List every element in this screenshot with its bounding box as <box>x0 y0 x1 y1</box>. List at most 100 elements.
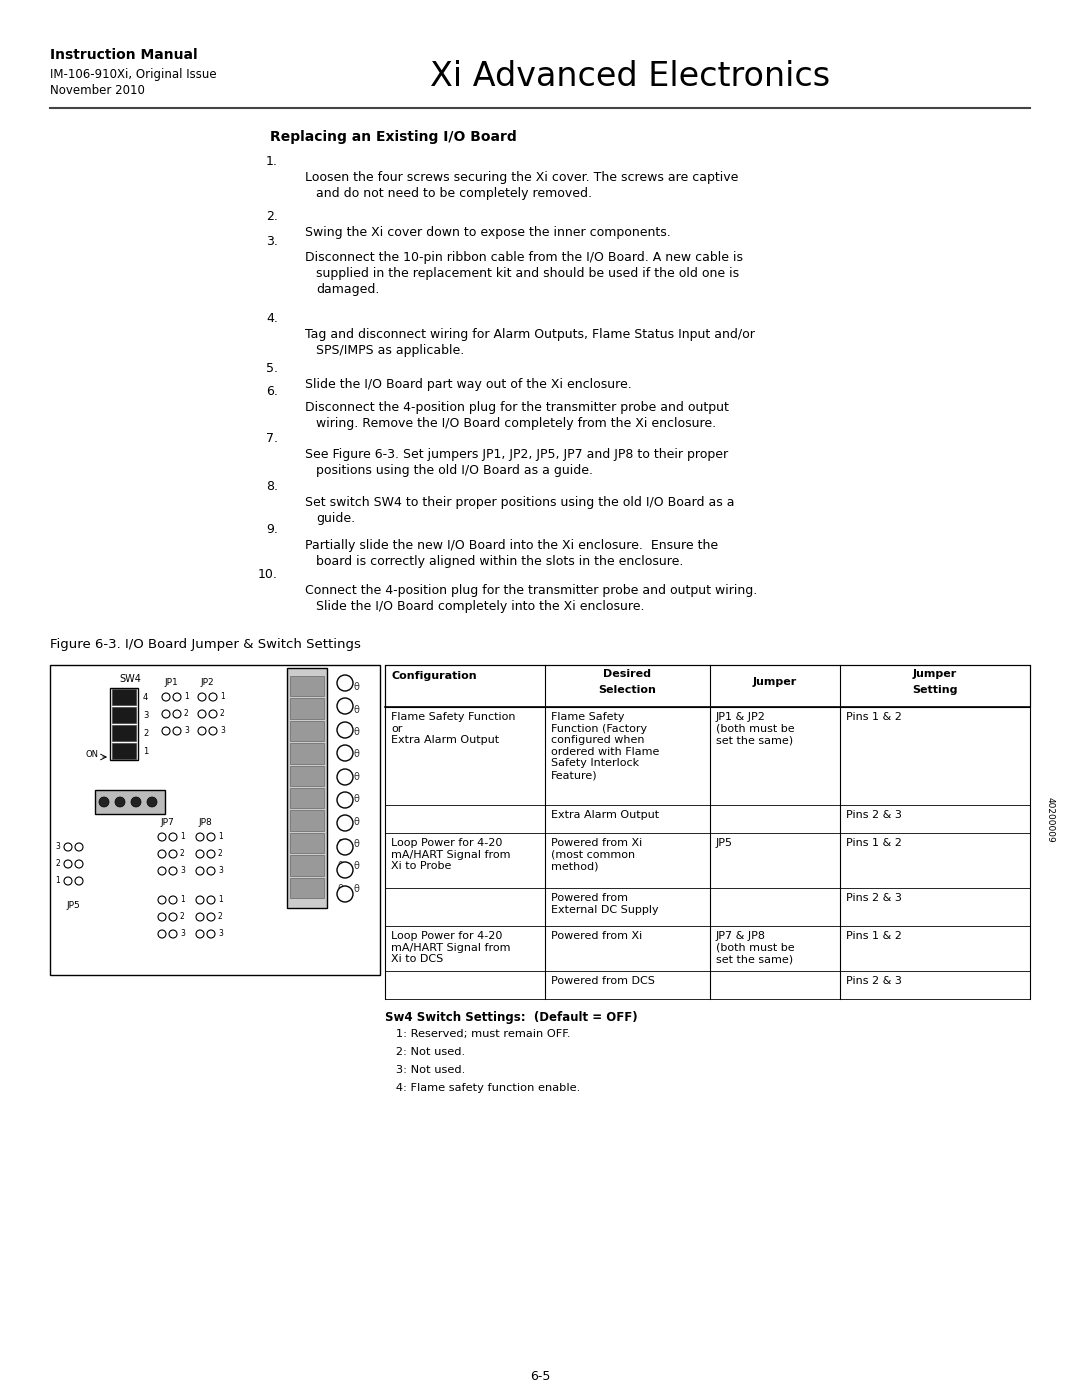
Text: 1: 1 <box>184 692 189 701</box>
Text: Desired: Desired <box>603 669 651 679</box>
Circle shape <box>158 868 166 875</box>
Circle shape <box>195 868 204 875</box>
Circle shape <box>207 930 215 937</box>
Text: Slide the I/O Board part way out of the Xi enclosure.: Slide the I/O Board part way out of the … <box>305 379 632 391</box>
Text: supplied in the replacement kit and should be used if the old one is: supplied in the replacement kit and shou… <box>316 267 739 279</box>
Bar <box>291 721 324 742</box>
Text: 1: 1 <box>180 833 185 841</box>
Bar <box>291 676 324 696</box>
Circle shape <box>131 798 141 807</box>
Text: Selection: Selection <box>598 685 656 694</box>
Circle shape <box>75 861 83 868</box>
Text: Disconnect the 4-position plug for the transmitter probe and output: Disconnect the 4-position plug for the t… <box>305 401 729 414</box>
Circle shape <box>337 792 353 807</box>
Text: Figure 6-3. I/O Board Jumper & Switch Settings: Figure 6-3. I/O Board Jumper & Switch Se… <box>50 638 361 651</box>
Bar <box>291 833 324 854</box>
Bar <box>112 689 136 705</box>
Text: Extra Alarm Output: Extra Alarm Output <box>551 810 659 820</box>
Circle shape <box>162 693 170 701</box>
Text: 2: 2 <box>218 912 222 921</box>
Text: 40200009: 40200009 <box>1045 798 1054 842</box>
Circle shape <box>337 862 353 877</box>
Text: θ: θ <box>353 862 359 872</box>
Text: JP5: JP5 <box>66 901 80 909</box>
Text: θ: θ <box>337 884 342 894</box>
Circle shape <box>198 726 206 735</box>
Circle shape <box>195 930 204 937</box>
Text: Partially slide the new I/O Board into the Xi enclosure.  Ensure the: Partially slide the new I/O Board into t… <box>305 539 718 552</box>
Text: Connect the 4-position plug for the transmitter probe and output wiring.: Connect the 4-position plug for the tran… <box>305 584 757 597</box>
Text: 1: 1 <box>143 747 148 756</box>
Text: θ: θ <box>353 817 359 827</box>
Text: Sw4 Switch Settings:  (Default = OFF): Sw4 Switch Settings: (Default = OFF) <box>384 1011 637 1024</box>
Text: 3: Not used.: 3: Not used. <box>384 1065 465 1076</box>
Bar <box>112 743 136 759</box>
Text: Pins 2 & 3: Pins 2 & 3 <box>846 977 902 986</box>
Circle shape <box>158 895 166 904</box>
Text: 1: 1 <box>180 895 185 904</box>
Circle shape <box>337 814 353 831</box>
Circle shape <box>64 877 72 886</box>
Circle shape <box>337 840 353 855</box>
Text: 2.: 2. <box>266 210 278 224</box>
Circle shape <box>337 745 353 761</box>
Circle shape <box>337 886 353 902</box>
Text: 2: 2 <box>143 729 148 738</box>
Text: Configuration: Configuration <box>391 671 476 680</box>
Text: θ: θ <box>337 726 342 738</box>
Text: θ: θ <box>353 749 359 760</box>
Text: 3: 3 <box>218 866 222 875</box>
Bar <box>110 687 138 760</box>
Text: Xi Advanced Electronics: Xi Advanced Electronics <box>430 60 831 94</box>
Text: 2: 2 <box>180 849 185 858</box>
Bar <box>384 665 1030 707</box>
Bar <box>287 668 327 908</box>
Text: θ: θ <box>337 771 342 782</box>
Text: 5.: 5. <box>266 362 278 374</box>
Text: Setting: Setting <box>913 685 958 694</box>
Circle shape <box>168 849 177 858</box>
Circle shape <box>64 842 72 851</box>
Circle shape <box>195 833 204 841</box>
Text: θ: θ <box>353 726 359 738</box>
Bar <box>291 766 324 787</box>
Text: 7.: 7. <box>266 432 278 446</box>
Text: Jumper: Jumper <box>753 678 797 687</box>
Circle shape <box>207 868 215 875</box>
Text: θ: θ <box>353 682 359 692</box>
Circle shape <box>198 693 206 701</box>
Text: JP8: JP8 <box>198 819 212 827</box>
Text: θ: θ <box>337 840 342 849</box>
Text: Powered from
External DC Supply: Powered from External DC Supply <box>551 893 659 915</box>
Text: 4.: 4. <box>266 312 278 326</box>
Text: JP7: JP7 <box>160 819 174 827</box>
Circle shape <box>210 726 217 735</box>
Text: See Figure 6-3. Set jumpers JP1, JP2, JP5, JP7 and JP8 to their proper: See Figure 6-3. Set jumpers JP1, JP2, JP… <box>305 448 728 461</box>
Text: 3: 3 <box>218 929 222 937</box>
Text: θ: θ <box>353 795 359 805</box>
Text: Disconnect the 10-pin ribbon cable from the I/O Board. A new cable is: Disconnect the 10-pin ribbon cable from … <box>305 251 743 264</box>
Text: Replacing an Existing I/O Board: Replacing an Existing I/O Board <box>270 130 516 144</box>
Bar <box>95 789 165 814</box>
Text: 3: 3 <box>143 711 148 719</box>
Text: board is correctly aligned within the slots in the enclosure.: board is correctly aligned within the sl… <box>316 555 684 569</box>
Bar <box>291 855 324 876</box>
Text: JP1: JP1 <box>164 678 178 687</box>
Text: 8.: 8. <box>266 481 278 493</box>
Text: 1: 1 <box>218 895 222 904</box>
Text: 1: Reserved; must remain OFF.: 1: Reserved; must remain OFF. <box>384 1030 570 1039</box>
Text: Slide the I/O Board completely into the Xi enclosure.: Slide the I/O Board completely into the … <box>316 599 645 613</box>
Bar <box>112 725 136 740</box>
Text: Instruction Manual: Instruction Manual <box>50 47 198 61</box>
Circle shape <box>64 861 72 868</box>
Text: Loop Power for 4-20
mA/HART Signal from
Xi to DCS: Loop Power for 4-20 mA/HART Signal from … <box>391 930 511 964</box>
Circle shape <box>168 930 177 937</box>
Circle shape <box>158 914 166 921</box>
Circle shape <box>173 726 181 735</box>
Circle shape <box>158 833 166 841</box>
Text: Swing the Xi cover down to expose the inner components.: Swing the Xi cover down to expose the in… <box>305 226 671 239</box>
Text: wiring. Remove the I/O Board completely from the Xi enclosure.: wiring. Remove the I/O Board completely … <box>316 416 716 430</box>
Text: 6-5: 6-5 <box>530 1370 550 1383</box>
Circle shape <box>207 833 215 841</box>
Text: 6.: 6. <box>266 386 278 398</box>
